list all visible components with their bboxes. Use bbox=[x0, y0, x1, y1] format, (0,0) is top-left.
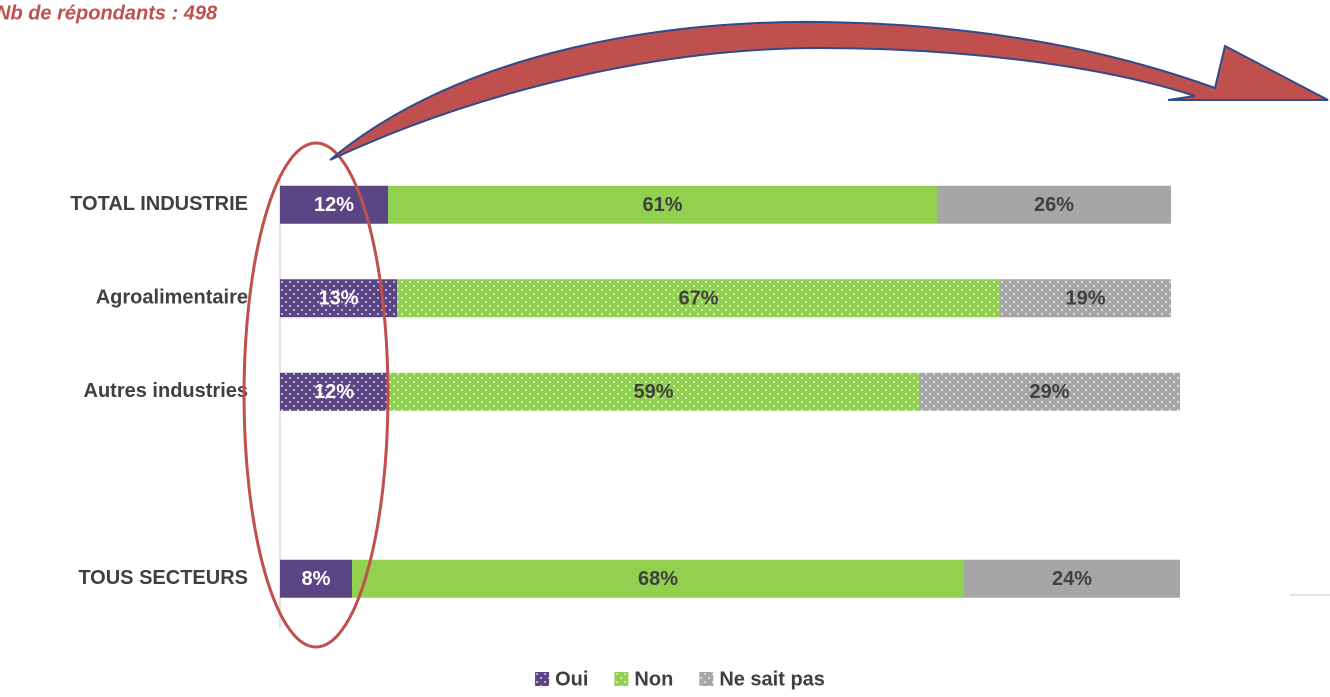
legend-swatch bbox=[535, 672, 550, 686]
data-label: 67% bbox=[678, 288, 718, 310]
bar-segment bbox=[280, 372, 388, 411]
bar-segment bbox=[280, 279, 397, 318]
bar-segment bbox=[388, 372, 919, 411]
data-label: 61% bbox=[642, 194, 682, 216]
data-label: 8% bbox=[302, 568, 331, 590]
bar-segment bbox=[919, 372, 1180, 411]
data-label: 26% bbox=[1034, 194, 1074, 216]
data-label: 12% bbox=[314, 194, 354, 216]
chart-subtitle: Nb de répondants : 498 bbox=[0, 2, 218, 24]
data-label: 29% bbox=[1029, 381, 1069, 403]
bar-segment bbox=[280, 185, 388, 224]
data-label: 19% bbox=[1065, 288, 1105, 310]
data-label: 13% bbox=[318, 288, 358, 310]
bar-segment bbox=[964, 559, 1180, 598]
y-tick-label: TOTAL INDUSTRIE bbox=[70, 193, 248, 215]
legend-label: Oui bbox=[555, 668, 588, 690]
highlight-ellipse bbox=[242, 141, 390, 649]
bar-segment bbox=[388, 185, 937, 224]
bar-segment bbox=[937, 185, 1171, 224]
bar-segment bbox=[280, 559, 352, 598]
y-tick-label: Autres industries bbox=[84, 380, 248, 402]
data-label: 24% bbox=[1052, 568, 1092, 590]
legend-label: Non bbox=[634, 668, 673, 690]
bar-segment bbox=[397, 279, 1000, 318]
data-label: 68% bbox=[638, 568, 678, 590]
annotation-arrow bbox=[329, 20, 1329, 161]
data-label: 59% bbox=[633, 381, 673, 403]
plot: TOTAL INDUSTRIE 12% 61% 26% Agroalimentaire 1… bbox=[70, 185, 1180, 598]
legend-swatch bbox=[699, 672, 714, 686]
y-tick-label: Agroalimentaire bbox=[96, 287, 248, 309]
bar-segment bbox=[1000, 279, 1171, 318]
y-tick-label: TOUS SECTEURS bbox=[78, 567, 248, 589]
data-label: 12% bbox=[314, 381, 354, 403]
bar-segment bbox=[352, 559, 964, 598]
legend: Oui Non Ne sait pas bbox=[535, 668, 825, 690]
legend-label: Ne sait pas bbox=[719, 668, 825, 690]
legend-swatch bbox=[614, 672, 629, 686]
